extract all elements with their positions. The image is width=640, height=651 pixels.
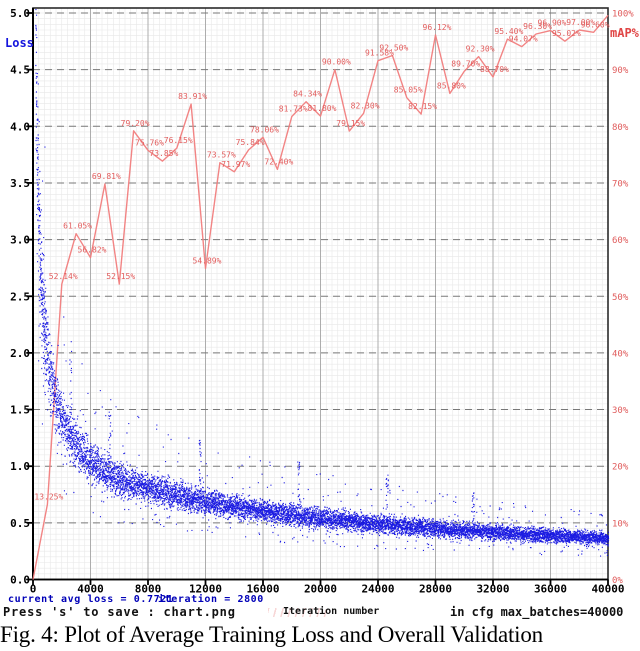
svg-text:88.70%: 88.70% [480, 65, 509, 74]
avg-loss-status: current avg loss = 0.7721 [8, 594, 174, 605]
svg-text:91.58%: 91.58% [365, 49, 394, 58]
svg-text:0%: 0% [612, 576, 623, 586]
svg-text:100%: 100% [612, 10, 634, 20]
svg-text:3.5: 3.5 [10, 177, 30, 190]
training-chart-canvas: 5.0 4.5 4.0 3.5 3.0 2.5 2.0 1.5 1.0 0.5 0.0 100% 90%… [10, 7, 634, 594]
svg-text:16000: 16000 [246, 583, 279, 595]
svg-text:80%: 80% [612, 123, 629, 133]
svg-text:32000: 32000 [476, 583, 509, 595]
svg-text:83.91%: 83.91% [178, 92, 207, 101]
map-line [32, 14, 609, 580]
svg-text:96.12%: 96.12% [423, 23, 452, 32]
x-axis-label: Iteration number [283, 606, 380, 617]
svg-text:30%: 30% [612, 406, 629, 416]
svg-text:0: 0 [30, 583, 37, 595]
grid-major [33, 8, 608, 580]
svg-text:50%: 50% [612, 293, 629, 303]
svg-text:89.70%: 89.70% [451, 59, 480, 68]
svg-text:2.0: 2.0 [10, 347, 30, 360]
svg-text:81.80%: 81.80% [308, 104, 337, 113]
svg-text:94.07%: 94.07% [509, 35, 538, 44]
svg-text:0.5: 0.5 [10, 517, 30, 530]
svg-text:56.82%: 56.82% [78, 246, 107, 255]
svg-text:95.40%: 95.40% [494, 27, 523, 36]
svg-text:13.25%: 13.25% [34, 492, 63, 501]
svg-text:96.90%: 96.90% [538, 19, 567, 28]
svg-text:4.0: 4.0 [10, 120, 30, 133]
svg-text:20%: 20% [612, 463, 629, 473]
svg-text:95.02%: 95.02% [552, 29, 581, 38]
svg-text:92.50%: 92.50% [379, 43, 408, 52]
svg-text:0.0: 0.0 [10, 574, 30, 587]
svg-text:1.5: 1.5 [10, 404, 30, 417]
svg-text:24000: 24000 [361, 583, 394, 595]
svg-text:36000: 36000 [534, 583, 567, 595]
svg-text:28000: 28000 [419, 583, 452, 595]
svg-text:10%: 10% [612, 519, 629, 529]
svg-text:75.84%: 75.84% [236, 138, 265, 147]
svg-text:40000: 40000 [591, 583, 624, 595]
svg-text:52.15%: 52.15% [106, 272, 135, 281]
save-hint-text: Press 's' to save : chart.png [3, 605, 236, 619]
svg-text:54.89%: 54.89% [193, 257, 222, 266]
map-point-labels: 13.25% 52.14% 61.05% 56.82% 69.81% 52.15% 79.2… [34, 18, 609, 501]
svg-text:40%: 40% [612, 349, 629, 359]
svg-text:1.0: 1.0 [10, 460, 30, 473]
svg-text:96.60%: 96.60% [581, 20, 610, 29]
svg-text:82.15%: 82.15% [408, 102, 437, 111]
svg-text:76.15%: 76.15% [164, 136, 193, 145]
svg-text:73.85%: 73.85% [149, 149, 178, 158]
svg-text:12000: 12000 [189, 583, 222, 595]
figure-caption: Fig. 4: Plot of Average Training Loss an… [0, 622, 543, 647]
max-batches-status: in cfg max_batches=40000 [450, 605, 624, 619]
svg-text:60%: 60% [612, 236, 629, 246]
svg-text:79.15%: 79.15% [336, 119, 365, 128]
svg-text:97.00%: 97.00% [566, 18, 595, 27]
svg-text:79.20%: 79.20% [121, 119, 150, 128]
loss-scatter [35, 9, 610, 557]
svg-text:84.34%: 84.34% [293, 90, 322, 99]
faint-red-artifact [268, 608, 326, 617]
svg-text:5.0: 5.0 [10, 7, 30, 20]
svg-text:85.05%: 85.05% [394, 86, 423, 95]
svg-text:75.76%: 75.76% [135, 138, 164, 147]
iteration-status: iteration = 2800 [158, 594, 264, 605]
svg-text:82.30%: 82.30% [351, 101, 380, 110]
svg-text:81.73%: 81.73% [279, 104, 308, 113]
svg-text:70%: 70% [612, 179, 629, 189]
svg-text:2.5: 2.5 [10, 290, 30, 303]
svg-text:52.14%: 52.14% [49, 272, 78, 281]
svg-text:92.30%: 92.30% [466, 45, 495, 54]
svg-text:69.81%: 69.81% [92, 172, 121, 181]
svg-text:90%: 90% [612, 66, 629, 76]
map-axis-title: mAP% [610, 26, 639, 40]
svg-text:85.80%: 85.80% [437, 81, 466, 90]
loss-axis-title: Loss [5, 36, 34, 50]
svg-text:3.0: 3.0 [10, 234, 30, 247]
svg-text:73.57%: 73.57% [207, 151, 236, 160]
svg-text:4.5: 4.5 [10, 64, 30, 77]
svg-text:90.00%: 90.00% [322, 58, 351, 67]
svg-text:8000: 8000 [135, 583, 162, 595]
svg-text:96.30%: 96.30% [523, 22, 552, 31]
svg-text:72.40%: 72.40% [264, 157, 293, 166]
svg-text:20000: 20000 [304, 583, 337, 595]
svg-text:78.06%: 78.06% [250, 125, 279, 134]
svg-text:4000: 4000 [77, 583, 104, 595]
svg-text:61.05%: 61.05% [63, 222, 92, 231]
axis-ticks-and-labels: 5.0 4.5 4.0 3.5 3.0 2.5 2.0 1.5 1.0 0.5 0.0 100% 90%… [10, 7, 634, 594]
svg-text:71.97%: 71.97% [221, 160, 250, 169]
